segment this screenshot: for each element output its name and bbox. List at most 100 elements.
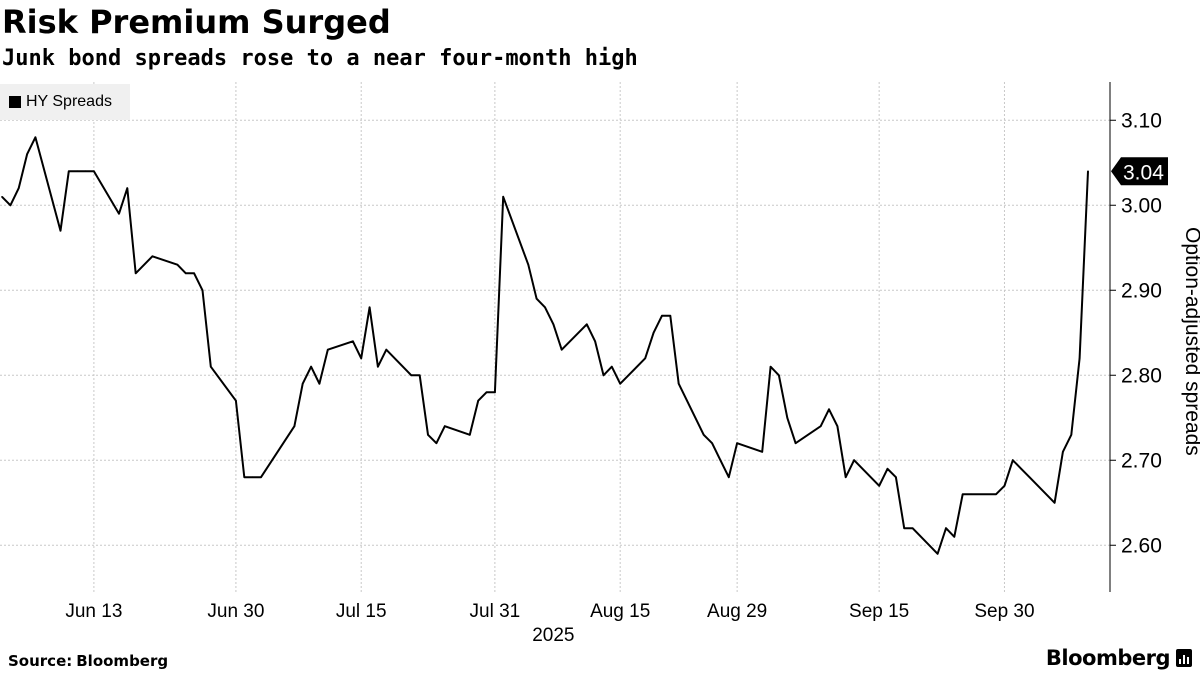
data-point <box>853 459 855 462</box>
data-point <box>243 476 246 479</box>
y-tick-label: 3.00 <box>1121 194 1162 217</box>
data-point <box>418 374 421 377</box>
data-point <box>377 365 379 368</box>
data-point <box>1078 357 1081 360</box>
data-point <box>1062 451 1064 453</box>
gridlines <box>0 82 1110 592</box>
y-axis: 2.60 2.70 2.80 2.90 3.00 3.10 <box>1109 82 1162 592</box>
data-point <box>878 485 880 487</box>
data-point <box>444 425 446 428</box>
data-point <box>201 289 204 292</box>
data-point <box>435 442 438 445</box>
data-point <box>310 365 312 368</box>
y-axis-label: Option-adjusted spreads <box>1181 226 1200 456</box>
data-point <box>301 382 304 385</box>
data-point <box>644 357 646 360</box>
data-point <box>602 374 605 377</box>
brand-wordmark: Bloomberg <box>1045 646 1171 670</box>
data-point <box>911 527 914 529</box>
data-point <box>293 425 296 428</box>
data-point <box>702 434 705 436</box>
data-point <box>327 348 329 351</box>
source-note: Source: Bloomberg <box>8 652 168 670</box>
y-tick-label: 2.80 <box>1121 364 1162 387</box>
data-point <box>661 314 663 317</box>
chart-subtitle: Junk bond spreads rose to a near four-mo… <box>2 46 638 71</box>
data-point <box>936 553 939 555</box>
data-point <box>193 272 195 275</box>
source-value: Bloomberg <box>76 652 169 670</box>
data-point <box>669 314 672 317</box>
data-point <box>560 348 563 351</box>
data-point <box>176 263 179 266</box>
data-point <box>9 204 12 207</box>
data-point <box>318 382 321 385</box>
data-point <box>84 170 87 172</box>
data-point <box>611 365 613 368</box>
data-point <box>895 476 897 479</box>
data-point <box>544 306 546 309</box>
data-point <box>1070 434 1073 436</box>
series-line-hy-spreads <box>1 136 1089 555</box>
data-point <box>210 365 212 368</box>
x-tick-label: Sep 30 <box>974 601 1034 622</box>
data-point <box>260 476 262 479</box>
data-point <box>586 323 588 326</box>
data-point <box>736 442 738 445</box>
data-point <box>477 399 480 402</box>
data-point <box>34 136 37 139</box>
data-point <box>68 170 70 172</box>
data-point <box>953 536 956 538</box>
data-point <box>93 170 95 172</box>
x-axis-year-label: 2025 <box>532 625 574 646</box>
data-point <box>527 263 530 266</box>
y-tick-label: 2.60 <box>1121 534 1162 557</box>
data-point <box>786 417 789 419</box>
data-point <box>410 374 413 377</box>
data-point <box>794 442 797 445</box>
last-value-badge <box>1111 157 1168 186</box>
data-point <box>711 442 713 445</box>
data-point <box>1012 459 1014 462</box>
x-tick-label: Jun 30 <box>207 601 264 622</box>
x-tick-label: Aug 15 <box>590 601 650 622</box>
data-point <box>1053 502 1056 504</box>
data-point <box>469 434 471 436</box>
chart-title: Risk Premium Surged <box>2 3 391 41</box>
data-point <box>385 348 388 351</box>
data-point <box>427 434 429 436</box>
data-point <box>17 187 20 189</box>
data-point <box>719 459 722 462</box>
data-point <box>970 493 972 496</box>
x-tick-label: Jul 15 <box>336 601 387 622</box>
data-point <box>594 340 596 343</box>
data-point <box>352 340 354 343</box>
data-point <box>995 493 997 496</box>
data-point <box>769 365 772 368</box>
data-point <box>368 306 371 309</box>
y-tick-label: 2.90 <box>1121 279 1162 302</box>
data-point <box>535 297 538 300</box>
data-point <box>151 255 154 258</box>
data-point <box>945 527 947 529</box>
data-point <box>552 323 555 326</box>
data-point <box>1003 485 1006 487</box>
data-point <box>819 425 822 428</box>
bloomberg-terminal-icon <box>1176 649 1192 667</box>
x-tick-label: Aug 29 <box>707 601 767 622</box>
data-point <box>360 357 363 360</box>
data-point <box>677 382 680 385</box>
data-point <box>1087 170 1089 172</box>
data-point <box>1 196 3 198</box>
x-tick-label: Jun 13 <box>65 601 122 622</box>
data-point <box>1020 468 1022 470</box>
data-point <box>778 374 780 377</box>
x-axis: Jun 13 Jun 30 Jul 15 Jul 31 Aug 15 Aug 29 Sep … <box>65 601 1034 646</box>
y-tick-label: 2.70 <box>1121 449 1162 472</box>
data-point <box>251 476 254 479</box>
data-point <box>652 331 655 334</box>
last-value-group: 3.04 <box>1111 157 1168 186</box>
legend: HY Spreads <box>0 84 130 120</box>
data-point <box>1028 476 1031 479</box>
